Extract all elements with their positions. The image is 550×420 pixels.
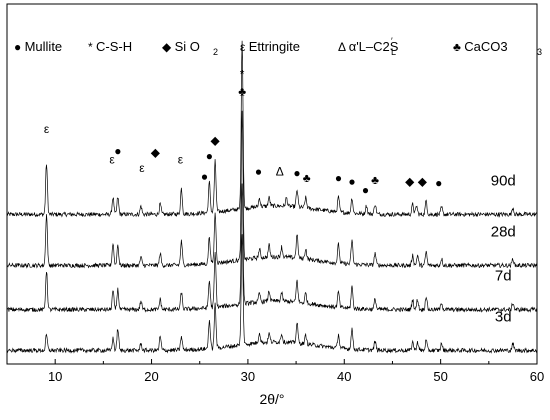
series-label-28d: 28d: [491, 224, 516, 241]
legend-label: Si O: [175, 39, 200, 54]
legend-symbol: ◆: [162, 40, 175, 54]
legend-entry: Δ α'L–C2S: [338, 39, 399, 54]
plot-frame: [6, 3, 538, 365]
x-axis-title: 2θ/°: [259, 391, 284, 407]
x-tick-label: 40: [337, 369, 351, 384]
series-label-90d: 90d: [491, 173, 516, 190]
series-line-28d: [6, 110, 538, 269]
peak-marker: ◆: [405, 175, 415, 189]
peak-marker: ●: [335, 171, 342, 185]
legend-label: Mullite: [25, 39, 63, 54]
peak-marker: ●: [206, 149, 213, 163]
peak-marker: Δ: [276, 164, 284, 178]
peak-marker: ●: [435, 176, 442, 190]
peak-marker: *: [240, 67, 245, 81]
peak-marker: ε: [139, 161, 145, 175]
legend-symbol: ●: [14, 40, 25, 54]
legend-subscript: L: [391, 47, 396, 57]
legend-entry: ◆ Si O: [162, 39, 200, 54]
peak-marker: ε: [109, 152, 115, 166]
series-label-7d: 7d: [495, 268, 512, 285]
peak-marker: ε: [178, 152, 184, 166]
peak-marker: ◆: [418, 175, 428, 189]
peak-marker: ♣: [371, 173, 379, 187]
peak-marker: ●: [255, 164, 262, 178]
legend-entry: ♣ CaCO3: [453, 39, 508, 54]
x-tick-label: 60: [530, 369, 544, 384]
legend-superscript: ′: [391, 36, 393, 46]
peak-marker: ε: [44, 122, 50, 136]
legend-symbol: ♣: [453, 40, 464, 54]
legend-symbol: ε: [240, 40, 249, 54]
legend-label: Ettringite: [249, 39, 300, 54]
x-tick-label: 30: [241, 369, 255, 384]
legend-label: CaCO3: [464, 39, 507, 54]
legend-symbol: *: [88, 40, 96, 54]
legend-label: α'L–C2S: [349, 39, 399, 54]
series-label-3d: 3d: [495, 309, 512, 326]
legend-subscript: 2: [213, 47, 218, 57]
series-line-3d: [6, 234, 538, 354]
peak-marker: ●: [362, 183, 369, 197]
x-tick-label: 10: [48, 369, 62, 384]
peak-marker: ◆: [211, 134, 221, 148]
peak-marker: ●: [293, 166, 300, 180]
peak-marker: ●: [348, 175, 355, 189]
series-line-90d: [6, 40, 538, 218]
peak-marker: ●: [114, 144, 121, 158]
peak-marker: ●: [201, 169, 208, 183]
peak-marker: ◆: [151, 146, 161, 160]
legend-symbol: Δ: [338, 40, 349, 54]
legend-subscript: 3: [537, 47, 542, 57]
series-line-7d: [6, 183, 537, 313]
x-tick-label: 50: [433, 369, 447, 384]
peak-marker: ♣: [303, 171, 311, 185]
x-tick-label: 20: [144, 369, 158, 384]
legend-entry: * C-S-H: [88, 39, 132, 54]
legend-label: C-S-H: [96, 39, 132, 54]
legend-entry: ● Mullite: [14, 39, 62, 54]
legend-entry: ε Ettringite: [240, 39, 300, 54]
peak-marker: ♣: [238, 84, 246, 98]
